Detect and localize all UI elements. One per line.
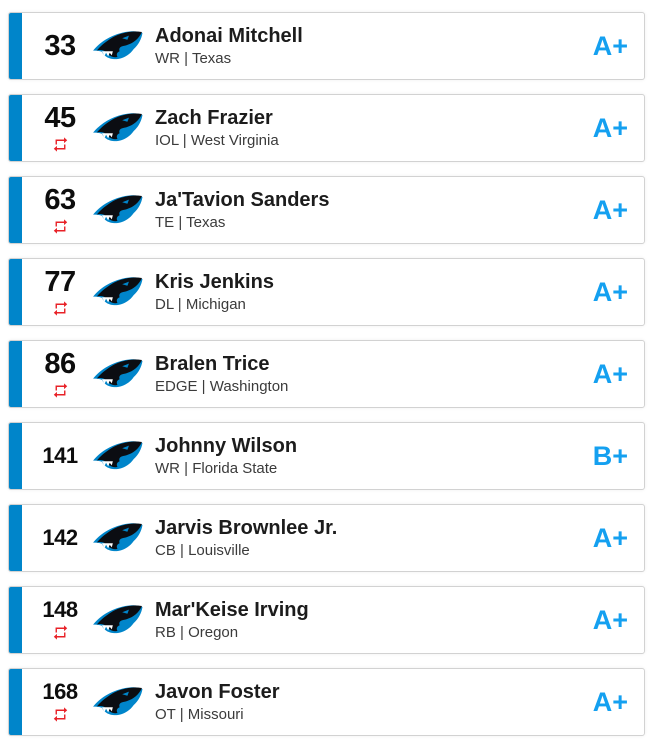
grade-badge: A+ — [592, 358, 628, 389]
grade-badge: B+ — [592, 440, 628, 471]
accent-bar — [9, 341, 22, 407]
player-details: TE | Texas — [155, 213, 226, 231]
pick-number: 148 — [42, 597, 78, 622]
pick-number-block: 168 — [31, 681, 89, 723]
player-name: Ja'Tavion Sanders — [155, 188, 330, 211]
player-name: Javon Foster — [155, 680, 280, 703]
player-info: Adonai Mitchell WR | Texas — [155, 25, 593, 68]
player-details: EDGE | Washington — [155, 377, 289, 395]
accent-bar — [9, 95, 22, 161]
pick-row[interactable]: 63 Ja'Tavion Sanders TE | Texas A+ — [8, 176, 645, 244]
player-info: Javon Foster OT | Missouri — [155, 681, 593, 724]
pick-number: 63 — [44, 183, 76, 216]
pick-row[interactable]: 148 Mar'Keise Irving RB | Oregon A+ — [8, 586, 645, 654]
carolina-panthers-logo-icon — [91, 111, 143, 145]
player-info: Ja'Tavion Sanders TE | Texas — [155, 189, 593, 232]
pick-number-block: 77 — [31, 265, 89, 317]
pick-number-block: 45 — [31, 101, 89, 153]
carolina-panthers-logo-icon — [91, 357, 143, 391]
accent-bar — [9, 259, 22, 325]
pick-row[interactable]: 77 Kris Jenkins DL | Michigan A+ — [8, 258, 645, 326]
carolina-panthers-logo-icon — [91, 521, 143, 555]
carolina-panthers-logo-icon — [91, 439, 143, 473]
pick-number: 86 — [44, 347, 76, 380]
player-name: Johnny Wilson — [155, 434, 298, 457]
player-details: WR | Texas — [155, 49, 232, 67]
player-name: Zach Frazier — [155, 106, 273, 129]
grade-badge: A+ — [592, 30, 628, 61]
player-name: Adonai Mitchell — [155, 24, 303, 47]
pick-number-block: 63 — [31, 183, 89, 235]
player-info: Kris Jenkins DL | Michigan — [155, 271, 593, 314]
grade-badge: A+ — [592, 604, 628, 635]
player-details: OT | Missouri — [155, 705, 244, 723]
player-details: CB | Louisville — [155, 541, 250, 559]
grade-badge: A+ — [592, 276, 628, 307]
grade-badge: A+ — [592, 686, 628, 717]
player-name: Mar'Keise Irving — [155, 598, 309, 621]
pick-number: 45 — [44, 101, 76, 134]
accent-bar — [9, 669, 22, 735]
pick-row[interactable]: 45 Zach Frazier IOL | West Virginia A+ — [8, 94, 645, 162]
pick-row[interactable]: 141 Johnny Wilson WR | Florida State B+ — [8, 422, 645, 490]
pick-row[interactable]: 86 Bralen Trice EDGE | Washington A+ — [8, 340, 645, 408]
accent-bar — [9, 505, 22, 571]
trade-repeat-icon — [52, 706, 69, 723]
player-name: Bralen Trice — [155, 352, 270, 375]
pick-number: 77 — [44, 265, 76, 298]
accent-bar — [9, 13, 22, 79]
grade-badge: A+ — [592, 522, 628, 553]
pick-number: 141 — [42, 443, 78, 468]
carolina-panthers-logo-icon — [91, 685, 143, 719]
pick-row[interactable]: 142 Jarvis Brownlee Jr. CB | Louisville … — [8, 504, 645, 572]
player-details: RB | Oregon — [155, 623, 239, 641]
carolina-panthers-logo-icon — [91, 603, 143, 637]
pick-row[interactable]: 33 Adonai Mitchell WR | Texas A+ — [8, 12, 645, 80]
trade-repeat-icon — [52, 300, 69, 317]
pick-number-block: 148 — [31, 599, 89, 641]
pick-number-block: 33 — [31, 29, 89, 62]
accent-bar — [9, 177, 22, 243]
player-info: Bralen Trice EDGE | Washington — [155, 353, 593, 396]
player-info: Johnny Wilson WR | Florida State — [155, 435, 593, 478]
pick-number: 142 — [42, 525, 78, 550]
carolina-panthers-logo-icon — [91, 29, 143, 63]
pick-row[interactable]: 168 Javon Foster OT | Missouri A+ — [8, 668, 645, 736]
carolina-panthers-logo-icon — [91, 275, 143, 309]
trade-repeat-icon — [52, 382, 69, 399]
carolina-panthers-logo-icon — [91, 193, 143, 227]
pick-number: 33 — [44, 29, 76, 62]
pick-number-block: 86 — [31, 347, 89, 399]
accent-bar — [9, 423, 22, 489]
player-details: DL | Michigan — [155, 295, 246, 313]
player-info: Jarvis Brownlee Jr. CB | Louisville — [155, 517, 593, 560]
pick-number-block: 141 — [31, 445, 89, 467]
player-info: Mar'Keise Irving RB | Oregon — [155, 599, 593, 642]
pick-number-block: 142 — [31, 527, 89, 549]
pick-number: 168 — [42, 679, 78, 704]
player-name: Kris Jenkins — [155, 270, 274, 293]
accent-bar — [9, 587, 22, 653]
player-details: WR | Florida State — [155, 459, 278, 477]
player-name: Jarvis Brownlee Jr. — [155, 516, 338, 539]
trade-repeat-icon — [52, 624, 69, 641]
player-info: Zach Frazier IOL | West Virginia — [155, 107, 593, 150]
grade-badge: A+ — [592, 194, 628, 225]
grade-badge: A+ — [592, 112, 628, 143]
trade-repeat-icon — [52, 136, 69, 153]
trade-repeat-icon — [52, 218, 69, 235]
player-details: IOL | West Virginia — [155, 131, 279, 149]
